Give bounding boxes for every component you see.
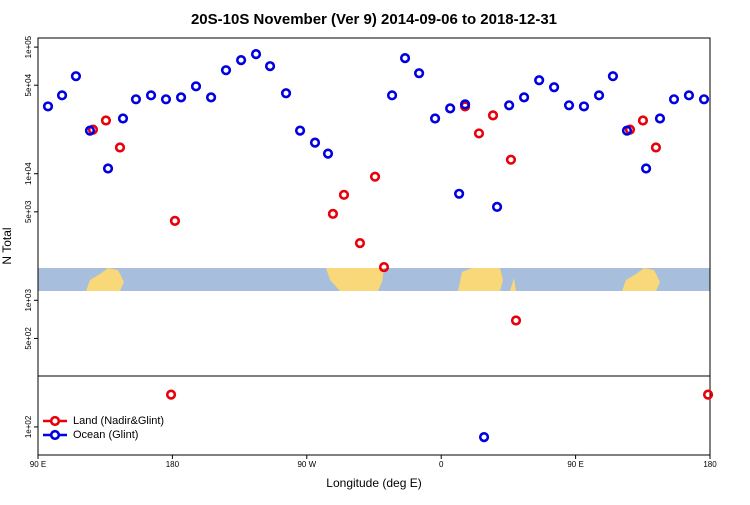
point — [698, 94, 710, 105]
point — [327, 208, 339, 219]
point — [478, 432, 490, 443]
point — [114, 142, 126, 153]
point — [534, 75, 545, 86]
legend-marker — [49, 415, 61, 427]
point — [165, 389, 177, 400]
point — [160, 94, 172, 105]
point — [683, 90, 695, 101]
point — [563, 100, 575, 111]
map-strip — [38, 268, 710, 291]
point — [322, 148, 334, 159]
legend-marker — [49, 429, 61, 441]
point — [505, 154, 517, 165]
y-tick-label: 1e+03 — [24, 289, 33, 312]
x-tick-label: 180 — [703, 460, 717, 469]
point — [130, 94, 142, 105]
y-tick-label: 5e+02 — [24, 327, 33, 350]
point — [454, 188, 465, 199]
point — [378, 261, 390, 273]
x-tick-label: 0 — [439, 460, 444, 469]
y-axis-label: N Total — [0, 227, 14, 264]
legend-label: Land (Nadir&Glint) — [73, 415, 164, 427]
point — [413, 68, 425, 79]
y-tick-label: 1e+05 — [24, 35, 33, 58]
y-tick-label: 5e+03 — [24, 200, 33, 223]
point — [593, 90, 605, 101]
x-axis-label: Longitude (deg E) — [326, 476, 421, 490]
point — [190, 81, 202, 92]
point — [445, 103, 456, 114]
point — [518, 92, 530, 103]
point — [309, 137, 321, 148]
point — [386, 90, 398, 101]
point — [548, 82, 560, 93]
point — [510, 315, 522, 326]
point — [145, 90, 157, 101]
point — [399, 53, 411, 64]
y-tick-label: 5e+04 — [24, 73, 33, 96]
chart-title: 20S-10S November (Ver 9) 2014-09-06 to 2… — [191, 11, 557, 28]
point — [100, 115, 112, 126]
point — [640, 163, 652, 174]
point — [175, 92, 187, 103]
point — [473, 128, 485, 139]
x-tick-label: 180 — [166, 460, 180, 469]
point — [621, 125, 633, 136]
point — [607, 71, 619, 82]
point — [70, 71, 82, 82]
point — [264, 61, 276, 72]
point — [487, 110, 499, 121]
y-tick-label: 1e+02 — [24, 415, 33, 438]
point — [668, 94, 680, 105]
point — [42, 101, 54, 112]
point — [338, 189, 350, 200]
point — [205, 92, 217, 103]
x-tick-label: 90 E — [567, 460, 583, 469]
point — [491, 201, 503, 212]
point — [637, 115, 649, 126]
plot-frame — [37, 37, 711, 456]
point — [504, 100, 515, 111]
point — [294, 125, 306, 136]
point — [702, 389, 714, 400]
y-tick-label: 1e+04 — [24, 162, 33, 185]
point — [102, 163, 114, 174]
point — [369, 171, 381, 182]
point — [459, 99, 471, 110]
x-tick-label: 90 E — [30, 460, 46, 469]
point — [235, 55, 247, 66]
point — [250, 49, 262, 60]
legend-label: Ocean (Glint) — [73, 429, 138, 441]
point — [429, 113, 441, 124]
point — [169, 215, 181, 226]
point — [220, 65, 232, 76]
point — [578, 101, 590, 112]
point — [84, 125, 96, 136]
point — [280, 88, 292, 99]
point — [654, 113, 666, 124]
point — [354, 238, 366, 249]
point — [117, 113, 129, 124]
point — [650, 142, 662, 153]
x-tick-label: 90 W — [297, 460, 316, 469]
point — [56, 90, 68, 101]
